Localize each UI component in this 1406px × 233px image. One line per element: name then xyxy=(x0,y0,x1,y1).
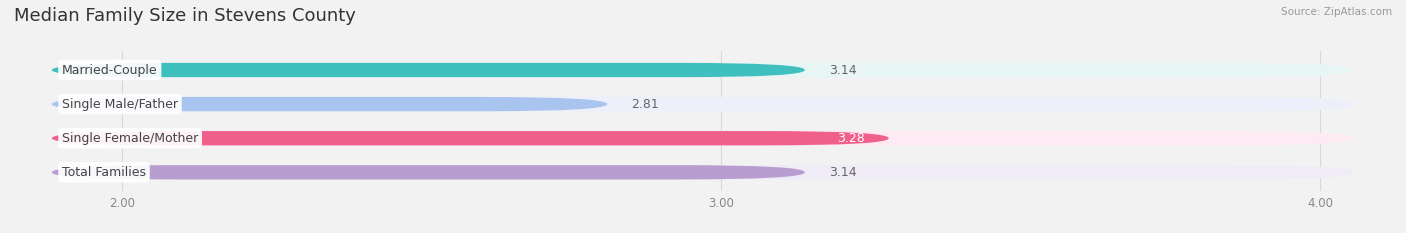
FancyBboxPatch shape xyxy=(52,131,1354,145)
Text: 3.28: 3.28 xyxy=(837,132,865,145)
Text: Single Male/Father: Single Male/Father xyxy=(62,98,179,111)
Text: Median Family Size in Stevens County: Median Family Size in Stevens County xyxy=(14,7,356,25)
Text: Source: ZipAtlas.com: Source: ZipAtlas.com xyxy=(1281,7,1392,17)
FancyBboxPatch shape xyxy=(52,97,607,111)
FancyBboxPatch shape xyxy=(52,63,804,77)
Text: 2.81: 2.81 xyxy=(631,98,659,111)
Text: Married-Couple: Married-Couple xyxy=(62,64,157,76)
FancyBboxPatch shape xyxy=(52,165,804,179)
FancyBboxPatch shape xyxy=(52,63,1354,77)
Text: 3.14: 3.14 xyxy=(828,64,856,76)
Text: Total Families: Total Families xyxy=(62,166,146,179)
Text: 3.14: 3.14 xyxy=(828,166,856,179)
FancyBboxPatch shape xyxy=(52,97,1354,111)
FancyBboxPatch shape xyxy=(52,165,1354,179)
Text: Single Female/Mother: Single Female/Mother xyxy=(62,132,198,145)
FancyBboxPatch shape xyxy=(52,131,889,145)
